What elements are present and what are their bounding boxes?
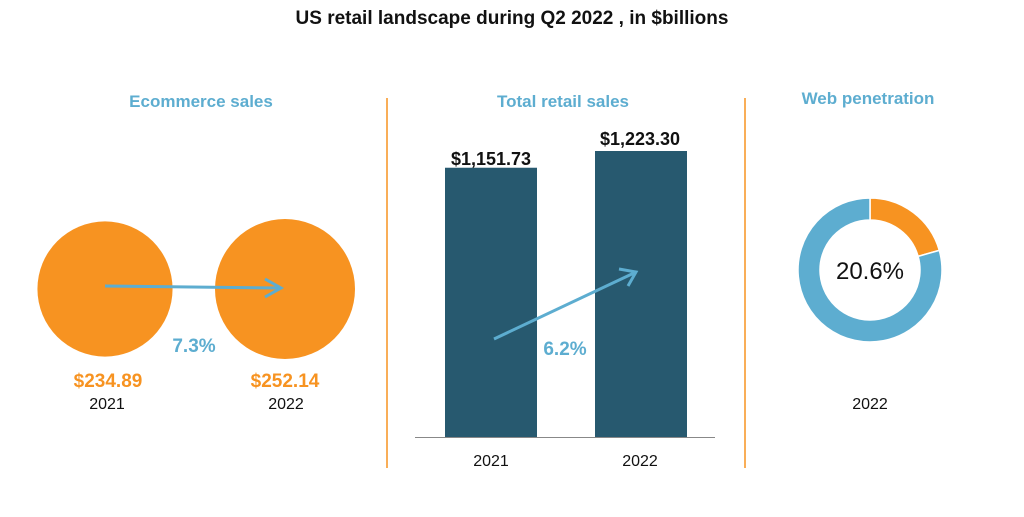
ecommerce-value-label-2021: $234.89 bbox=[74, 371, 143, 392]
bar-2021 bbox=[445, 167, 537, 438]
x-tick-2021: 2021 bbox=[473, 453, 509, 470]
ecommerce-value-label-2022: $252.14 bbox=[251, 371, 320, 392]
retail-growth-arrow-head bbox=[618, 267, 639, 287]
bar-label-2022: $1,223.30 bbox=[600, 129, 680, 149]
retail-growth-arrow-shaft bbox=[493, 271, 635, 341]
retail-bars bbox=[445, 151, 687, 438]
bubble-2021 bbox=[37, 221, 173, 357]
retail-growth-label: 6.2% bbox=[543, 339, 586, 360]
ecommerce-title: Ecommerce sales bbox=[129, 92, 273, 111]
bubble-2022 bbox=[215, 219, 355, 359]
chart-title: US retail landscape during Q2 2022 , in … bbox=[296, 8, 729, 29]
web-penetration-title: Web penetration bbox=[802, 89, 935, 108]
ecommerce-category-2022: 2022 bbox=[268, 396, 304, 413]
ecommerce-bubbles bbox=[37, 219, 355, 359]
ecommerce-growth-arrow-shaft bbox=[104, 284, 281, 290]
ecommerce-category-2021: 2021 bbox=[89, 396, 125, 413]
web-penetration-donut bbox=[797, 197, 943, 343]
bar-label-2021: $1,151.73 bbox=[451, 149, 531, 169]
donut-category: 2022 bbox=[852, 396, 888, 413]
donut-slice-0 bbox=[869, 197, 941, 258]
bar-2022 bbox=[595, 151, 687, 437]
ecommerce-growth-arrow-head bbox=[264, 277, 285, 299]
x-tick-2022: 2022 bbox=[622, 453, 658, 470]
ecommerce-growth-label: 7.3% bbox=[172, 336, 215, 357]
donut-center-label: 20.6% bbox=[836, 258, 904, 285]
retail-title: Total retail sales bbox=[497, 92, 629, 111]
donut-slice-1 bbox=[797, 197, 943, 343]
